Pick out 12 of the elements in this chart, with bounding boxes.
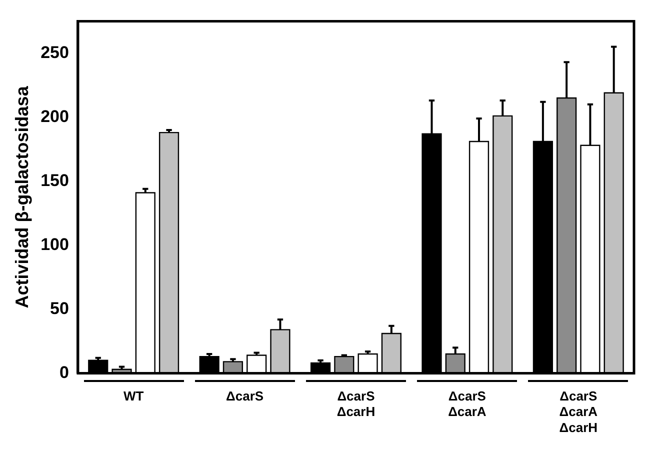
y-axis-title: Actividad β-galactosidasa <box>12 85 32 308</box>
x-tick-label: ΔcarS ΔcarH <box>336 388 376 420</box>
y-tick-label: 150 <box>40 170 69 190</box>
x-tick-label: ΔcarS ΔcarA <box>448 388 487 420</box>
x-tick-label: WT <box>123 388 144 404</box>
y-tick-label: 200 <box>40 106 69 126</box>
y-tick-label: 0 <box>59 362 69 382</box>
y-tick-label: 250 <box>40 42 69 62</box>
x-tick-label: ΔcarS <box>226 388 264 404</box>
y-tick-label: 50 <box>50 298 69 318</box>
x-tick-label: ΔcarS ΔcarA ΔcarH <box>559 388 598 435</box>
y-tick-label: 100 <box>40 234 69 254</box>
